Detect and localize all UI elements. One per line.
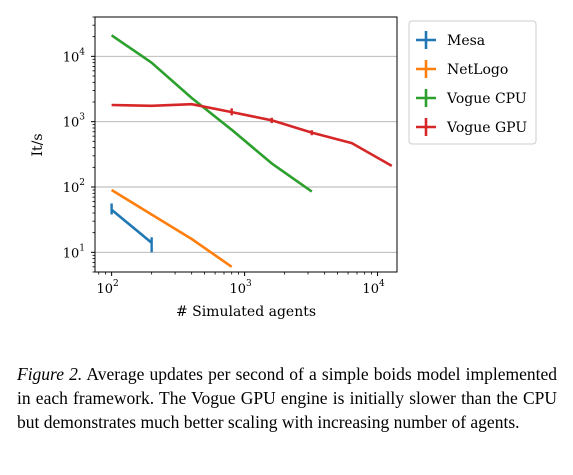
- series-mesa: [110, 203, 153, 253]
- figure: 101 102 103 104 102 103 104 # Simulated agents…: [30, 16, 537, 320]
- series-line: [110, 34, 313, 193]
- x-axis-label: # Simulated agents: [176, 304, 316, 320]
- legend-label: Mesa: [447, 33, 485, 49]
- legend-marker: [416, 89, 436, 107]
- x-tick-label: 102: [96, 279, 118, 297]
- legend-label: NetLogo: [447, 62, 508, 78]
- series-line: [110, 208, 153, 244]
- y-tick-label: 101: [63, 243, 85, 261]
- caption-label: Figure 2.: [17, 364, 83, 384]
- y-axis-label: It/s: [30, 133, 46, 156]
- figure-caption: Figure 2. Average updates per second of …: [17, 362, 557, 434]
- y-tick-label: 104: [63, 47, 86, 65]
- y-tick-label: 102: [63, 178, 85, 196]
- legend-label: Vogue CPU: [446, 91, 527, 107]
- legend-frame: [408, 20, 537, 145]
- series-lines: [110, 34, 393, 268]
- series-line: [110, 188, 233, 268]
- caption-text: Average updates per second of a simple b…: [17, 364, 557, 432]
- legend-marker: [416, 31, 436, 49]
- legend-label: Vogue GPU: [446, 120, 527, 136]
- plot-frame: [94, 16, 398, 273]
- x-tick-label: 104: [362, 279, 385, 297]
- legend: Mesa NetLogo Vogue CPU Vogue GPU: [408, 20, 537, 145]
- series-line: [111, 102, 393, 168]
- series-vogue-gpu: [111, 102, 393, 168]
- x-tick-label: 103: [229, 279, 252, 297]
- line-chart: 101 102 103 104 102 103 104 # Simulated agents…: [30, 16, 537, 320]
- y-tick-label: 103: [63, 113, 86, 131]
- grid-lines: [95, 55, 397, 253]
- series-netlogo: [110, 188, 233, 268]
- series-vogue-cpu: [110, 34, 313, 193]
- legend-marker: [416, 118, 436, 136]
- legend-marker: [416, 60, 436, 78]
- axis-ticks: 101 102 103 104 102 103 104: [63, 16, 385, 297]
